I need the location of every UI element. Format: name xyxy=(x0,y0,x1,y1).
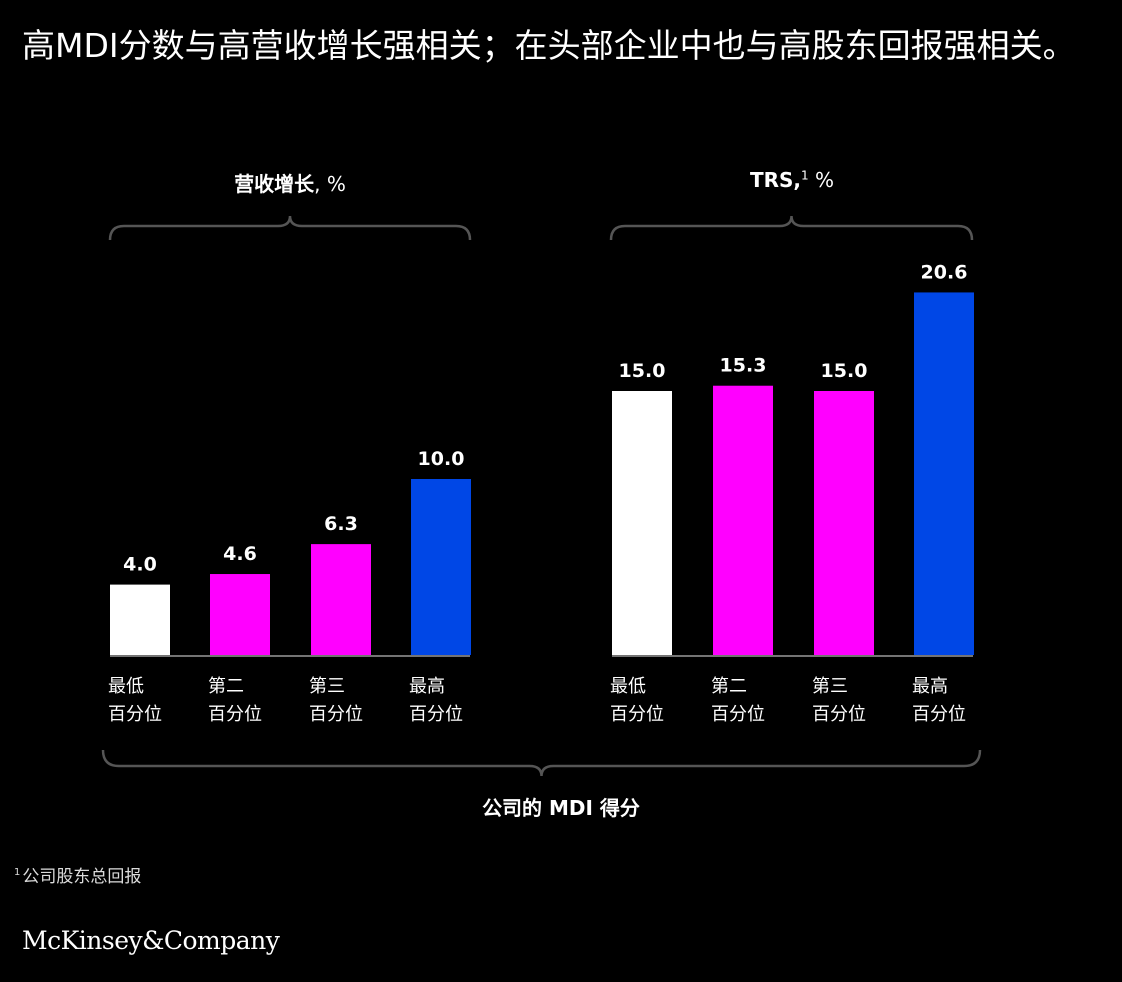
bar-2-3 xyxy=(814,391,874,655)
tick-label-2-1-line-1: 最低 xyxy=(610,676,646,697)
chart-2-footnote-marker: 1 xyxy=(801,168,809,183)
brace-group xyxy=(101,215,982,777)
tick-label-2-4-line-2: 百分位 xyxy=(912,704,966,725)
tick-label-1-4-line-1: 最高 xyxy=(409,676,445,697)
tick-label-2-2-line-2: 百分位 xyxy=(711,704,765,725)
chart-2-brace xyxy=(609,215,974,241)
tick-label-1-1-line-2: 百分位 xyxy=(108,704,162,725)
bar-1-1 xyxy=(110,584,170,655)
bar-2-2 xyxy=(713,385,773,655)
data-label-1-2: 4.6 xyxy=(223,543,257,565)
data-label-1-4: 10.0 xyxy=(418,448,465,470)
chart-2-unit: % xyxy=(808,168,835,192)
mckinsey-logo: McKinsey&Company xyxy=(22,926,280,955)
chart-1-unit: , % xyxy=(314,172,346,196)
data-label-1-3: 6.3 xyxy=(324,513,358,535)
tick-label-1-2-line-2: 百分位 xyxy=(208,704,262,725)
bar-2-1 xyxy=(612,391,672,655)
page-title: 高MDI分数与高营收增长强相关；在头部企业中也与高股东回报强相关。 xyxy=(22,26,1076,65)
bar-1-4 xyxy=(411,479,471,655)
chart-1-brace xyxy=(108,215,472,241)
tick-label-1-3-line-1: 第三 xyxy=(309,676,345,697)
footnote-marker: 1 xyxy=(14,867,21,879)
tick-label-1-2-line-1: 第二 xyxy=(208,676,244,697)
tick-label-1-1-line-1: 最低 xyxy=(108,676,144,697)
bar-1-2 xyxy=(210,574,270,655)
data-label-1-1: 4.0 xyxy=(123,554,157,576)
data-label-2-2: 15.3 xyxy=(720,355,767,377)
chart-2-title: TRS, xyxy=(749,168,802,192)
tick-label-2-1-line-2: 百分位 xyxy=(610,704,664,725)
chart-2-header: TRS,1 % xyxy=(610,168,974,192)
x-axis-label: 公司的 MDI 得分 xyxy=(482,796,640,820)
data-label-2-4: 20.6 xyxy=(921,261,968,283)
tick-label-1-3-line-2: 百分位 xyxy=(309,704,363,725)
chart-1-title: 营收增长 xyxy=(234,172,315,196)
footnote-text: 公司股东总回报 xyxy=(22,867,142,887)
bar-2-4 xyxy=(914,292,974,655)
tick-label-2-3-line-1: 第三 xyxy=(812,676,848,697)
data-label-2-1: 15.0 xyxy=(619,360,666,382)
tick-label-2-2-line-1: 第二 xyxy=(711,676,747,697)
bar-1-3 xyxy=(311,544,371,655)
tick-label-1-4-line-2: 百分位 xyxy=(409,704,463,725)
x-axis-brace xyxy=(101,749,982,777)
tick-label-2-3-line-2: 百分位 xyxy=(812,704,866,725)
data-label-2-3: 15.0 xyxy=(821,360,868,382)
footnote: 1 公司股东总回报 xyxy=(14,862,141,887)
tick-label-2-4-line-1: 最高 xyxy=(912,676,948,697)
chart-1-header: 营收增长, % xyxy=(110,168,470,197)
